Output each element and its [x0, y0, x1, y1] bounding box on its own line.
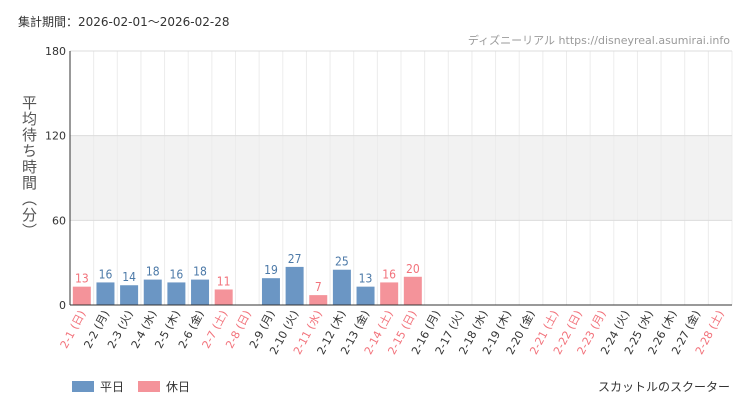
data-label: 18: [146, 265, 160, 279]
legend-item-weekday: 平日: [72, 378, 124, 395]
bar: [380, 282, 399, 305]
data-label: 16: [99, 267, 113, 281]
data-label: 20: [406, 262, 420, 276]
bar: [167, 282, 186, 305]
legend-label-weekday: 平日: [100, 380, 125, 394]
data-label: 13: [359, 272, 373, 286]
data-label: 7: [315, 280, 322, 294]
bar: [403, 276, 422, 305]
data-label: 18: [193, 265, 207, 279]
y-tick-label: 120: [45, 130, 66, 143]
y-axis-label: 平均待ち時間（分）: [20, 95, 38, 239]
bar: [96, 282, 115, 305]
bar: [309, 295, 328, 305]
bar: [332, 269, 351, 305]
data-label: 11: [217, 274, 231, 288]
data-label: 14: [122, 270, 136, 284]
bar: [285, 266, 304, 305]
bar: [356, 286, 375, 305]
attraction-name: スカットルのスクーター: [597, 380, 730, 394]
bar: [120, 285, 139, 305]
bar: [214, 289, 233, 305]
data-label: 25: [335, 255, 349, 269]
legend-swatch-weekday: [72, 381, 94, 392]
bar: [143, 279, 162, 305]
y-tick-label: 60: [52, 214, 66, 227]
data-label: 27: [288, 252, 302, 266]
period-label: 集計期間：2026-02-01〜2026-02-28: [18, 15, 230, 29]
data-label: 13: [75, 272, 89, 286]
bar: [72, 286, 91, 305]
y-tick-label: 180: [45, 45, 66, 58]
legend-swatch-holiday: [138, 381, 161, 392]
legend-item-holiday: 休日: [138, 378, 190, 395]
y-tick-label: 0: [59, 299, 66, 312]
data-label: 16: [382, 267, 396, 281]
data-label: 16: [170, 267, 184, 281]
legend-label-holiday: 休日: [166, 380, 191, 394]
bar: [261, 278, 280, 305]
chart-legend: 平日 休日: [72, 378, 190, 395]
bar: [191, 279, 210, 305]
data-label: 19: [264, 263, 278, 277]
site-credit: ディズニーリアル https://disneyreal.asumirai.inf…: [467, 34, 730, 47]
